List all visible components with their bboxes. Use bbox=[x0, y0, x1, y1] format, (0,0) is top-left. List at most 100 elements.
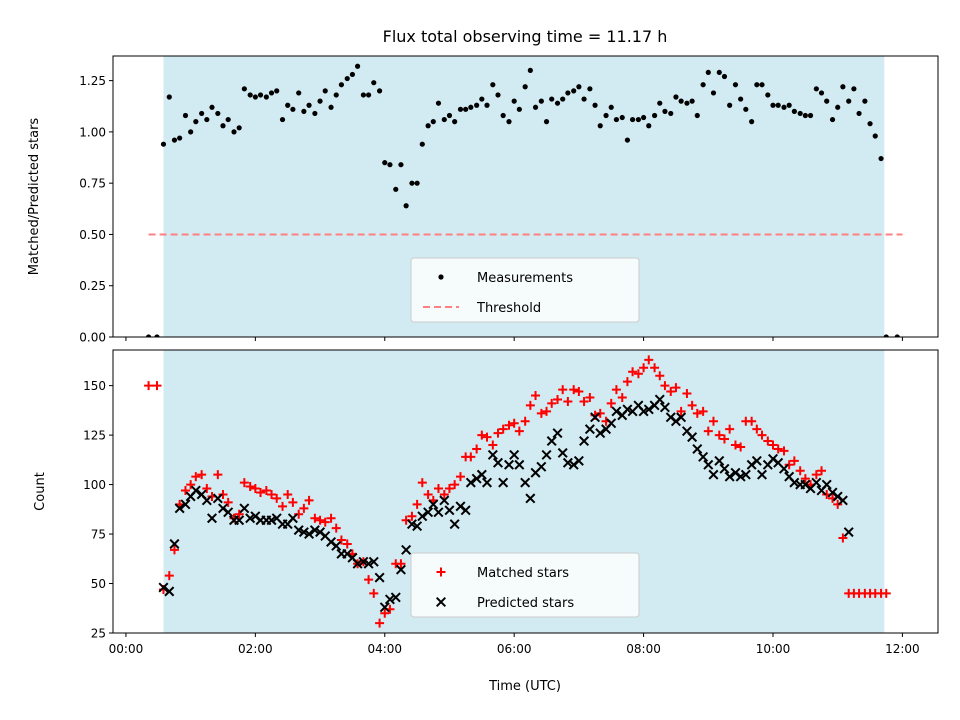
measurement-point bbox=[274, 88, 280, 94]
legend: Matched stars Predicted stars bbox=[410, 552, 640, 618]
x-tick-label: 06:00 bbox=[497, 642, 532, 656]
measurement-point bbox=[371, 80, 377, 86]
matched-star-point bbox=[714, 430, 724, 440]
predicted-star-point bbox=[428, 499, 439, 510]
predicted-star-point bbox=[811, 477, 822, 488]
matched-star-point bbox=[444, 484, 454, 494]
measurement-point bbox=[554, 100, 561, 106]
measurement-point bbox=[721, 73, 728, 80]
measurement-point bbox=[581, 96, 587, 102]
measurement-point bbox=[576, 84, 582, 90]
measurement-point bbox=[786, 102, 792, 108]
measurement-point bbox=[705, 69, 711, 76]
matched-star-point bbox=[299, 503, 309, 513]
matched-star-point bbox=[272, 493, 282, 503]
x-tick-label: 00:00 bbox=[109, 642, 144, 656]
measurement-point bbox=[775, 102, 781, 108]
matched-star-point bbox=[531, 391, 541, 401]
plot-data bbox=[145, 63, 903, 337]
predicted-star-point bbox=[190, 485, 201, 496]
matched-star-point bbox=[186, 480, 196, 490]
matched-star-point bbox=[315, 515, 325, 525]
measurement-point bbox=[668, 110, 674, 117]
predicted-star-point bbox=[460, 505, 471, 516]
y-tick-label: 100 bbox=[83, 478, 106, 492]
measurement-point bbox=[727, 102, 733, 108]
predicted-star-point bbox=[643, 404, 654, 415]
measurement-point bbox=[684, 100, 690, 106]
predicted-star-point bbox=[206, 513, 218, 524]
matched-star-point bbox=[283, 489, 293, 499]
legend-box bbox=[410, 552, 640, 618]
predicted-star-point bbox=[449, 519, 460, 530]
measurement-point bbox=[215, 110, 221, 117]
predicted-star-point bbox=[638, 406, 649, 417]
measurement-point bbox=[398, 162, 404, 168]
x-tick-label: 02:00 bbox=[238, 642, 273, 656]
matched-star-point bbox=[595, 408, 605, 418]
matched-star-point bbox=[525, 400, 535, 410]
predicted-star-point bbox=[654, 394, 665, 405]
y-axis-label: Matched/Predicted stars bbox=[27, 118, 42, 276]
predicted-star-point bbox=[735, 471, 746, 482]
predicted-star-point bbox=[287, 513, 298, 524]
matched-star-point bbox=[504, 420, 514, 430]
measurement-point bbox=[220, 123, 226, 129]
measurement-point bbox=[640, 114, 647, 121]
measurement-point bbox=[624, 137, 631, 143]
matched-star-point bbox=[375, 618, 385, 628]
predicted-star-point bbox=[692, 443, 703, 454]
predicted-star-point bbox=[223, 507, 234, 518]
x-tick-label: 04:00 bbox=[367, 642, 402, 656]
measurement-point bbox=[419, 141, 425, 147]
matched-star-point bbox=[736, 442, 746, 452]
measurement-point bbox=[770, 102, 776, 108]
predicted-star-point bbox=[358, 556, 369, 567]
measurement-point bbox=[608, 104, 614, 110]
predicted-star-point bbox=[622, 404, 633, 415]
predicted-star-point bbox=[164, 586, 175, 597]
measurement-point bbox=[710, 90, 717, 96]
matched-star-point bbox=[223, 497, 233, 507]
matched-star-point bbox=[407, 511, 417, 521]
predicted-star-point bbox=[676, 412, 687, 423]
y-tick-label: 25 bbox=[91, 627, 106, 641]
matched-star-point bbox=[542, 406, 552, 416]
measurement-point bbox=[527, 67, 533, 73]
predicted-star-point bbox=[423, 507, 434, 518]
predicted-star-point bbox=[590, 412, 601, 423]
measurement-point bbox=[781, 104, 787, 110]
measurement-point bbox=[635, 116, 642, 123]
matched-star-point bbox=[833, 499, 843, 509]
matched-star-point bbox=[768, 440, 778, 450]
measurement-point bbox=[225, 116, 231, 123]
measurement-point bbox=[862, 98, 868, 104]
measurement-point bbox=[328, 104, 334, 110]
predicted-star-point bbox=[557, 447, 568, 458]
matched-star-point bbox=[881, 588, 891, 598]
measurement-point bbox=[829, 116, 836, 123]
predicted-star-point bbox=[266, 515, 277, 526]
measurement-point bbox=[716, 69, 722, 76]
y-tick-label: 125 bbox=[83, 429, 106, 443]
predicted-star-point bbox=[374, 572, 385, 583]
measurement-point bbox=[883, 334, 889, 337]
predicted-star-point bbox=[536, 461, 547, 472]
matched-star-point bbox=[234, 509, 244, 519]
matched-star-point bbox=[660, 381, 670, 391]
predicted-star-point bbox=[174, 503, 185, 514]
measurement-point bbox=[414, 180, 420, 186]
measurement-point bbox=[382, 160, 388, 166]
matched-star-point bbox=[213, 470, 223, 480]
measurement-point bbox=[285, 102, 291, 108]
measurement-point bbox=[592, 102, 598, 108]
measurement-point bbox=[257, 92, 264, 98]
measurement-point bbox=[549, 96, 555, 102]
predicted-star-point bbox=[525, 493, 536, 504]
measurement-point bbox=[629, 116, 636, 123]
predicted-star-point bbox=[573, 455, 584, 466]
matched-star-point bbox=[703, 426, 713, 436]
predicted-star-point bbox=[234, 515, 245, 526]
matched-star-point bbox=[310, 513, 320, 523]
